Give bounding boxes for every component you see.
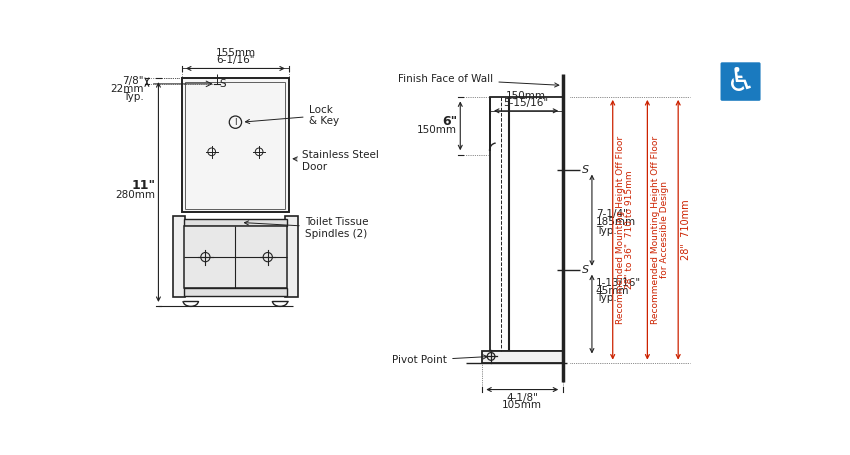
FancyBboxPatch shape [721, 62, 761, 101]
Text: 11": 11" [131, 179, 156, 192]
Text: S: S [582, 265, 589, 275]
Text: Typ.: Typ. [596, 226, 616, 236]
Bar [173, 216, 185, 297]
Text: 22mm: 22mm [110, 84, 144, 94]
Bar [184, 288, 287, 296]
Text: 155mm: 155mm [215, 48, 256, 58]
Text: S: S [582, 165, 589, 175]
Text: 1-13/16": 1-13/16" [596, 278, 641, 288]
Text: Toilet Tissue
Spindles (2): Toilet Tissue Spindles (2) [245, 217, 368, 239]
Bar [286, 216, 298, 297]
Text: Lock
& Key: Lock & Key [246, 105, 338, 126]
Text: Stainless Steel
Door: Stainless Steel Door [293, 151, 379, 172]
Text: Pivot Point: Pivot Point [393, 355, 487, 365]
Text: 105mm: 105mm [502, 399, 542, 410]
Bar [184, 218, 287, 226]
Bar [182, 78, 289, 212]
Text: 185mm: 185mm [596, 217, 636, 228]
Text: Finish Face of Wall: Finish Face of Wall [399, 74, 558, 87]
Text: 45mm: 45mm [596, 286, 629, 296]
Text: 6-1/16": 6-1/16" [216, 56, 255, 66]
Text: for Accessible Design: for Accessible Design [660, 181, 669, 278]
Text: 280mm: 280mm [116, 190, 156, 200]
Text: I: I [234, 118, 236, 126]
Text: 28"  710mm: 28" 710mm [681, 199, 691, 260]
Text: 150mm: 150mm [417, 125, 457, 135]
Text: Typ.: Typ. [123, 91, 144, 101]
Text: S: S [219, 79, 226, 89]
Text: Recommended Mounting Height Off Floor: Recommended Mounting Height Off Floor [616, 136, 625, 324]
Bar [482, 351, 563, 363]
Text: 7/8": 7/8" [122, 76, 144, 86]
Text: 150mm: 150mm [506, 91, 546, 101]
Text: ♿: ♿ [726, 65, 756, 98]
Text: 7-1/4": 7-1/4" [596, 209, 627, 219]
Text: 6": 6" [442, 115, 457, 128]
Bar [490, 97, 563, 351]
Text: 28" to 36"  710 to 915mm: 28" to 36" 710 to 915mm [625, 171, 634, 289]
Text: Typ.: Typ. [596, 293, 616, 303]
Text: Recommended Mounting Height Off Floor: Recommended Mounting Height Off Floor [650, 136, 660, 324]
Bar [184, 226, 287, 288]
Text: 5-15/16": 5-15/16" [503, 98, 548, 108]
Text: 4-1/8": 4-1/8" [507, 393, 538, 403]
